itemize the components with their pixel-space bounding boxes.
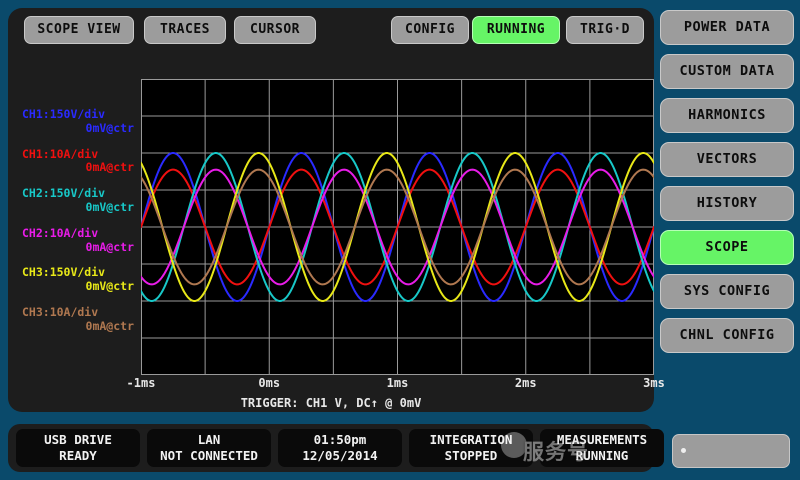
sidebar-item-sys-config[interactable]: SYS CONFIG bbox=[660, 274, 794, 309]
legend-center-label: 0mV@ctr bbox=[85, 279, 134, 294]
x-axis-tick-label: 2ms bbox=[514, 376, 537, 390]
sidebar-item-history[interactable]: HISTORY bbox=[660, 186, 794, 221]
sidebar-item-custom-data[interactable]: CUSTOM DATA bbox=[660, 54, 794, 89]
sidebar-item-label: VECTORS bbox=[696, 151, 758, 168]
legend-center-label: 0mA@ctr bbox=[85, 160, 134, 175]
x-axis-tick-label: 0ms bbox=[258, 376, 281, 390]
legend-scale-label: CH2:150V/div bbox=[22, 186, 106, 201]
status-cell-usb-drive[interactable]: USB DRIVE READY bbox=[16, 429, 140, 467]
legend-scale-label: CH2:10A/div bbox=[22, 225, 99, 240]
legend-center-label: 0mV@ctr bbox=[85, 120, 134, 135]
status-cell-lan[interactable]: LAN NOT CONNECTED bbox=[147, 429, 271, 467]
legend-scale-label: CH1:10A/div bbox=[22, 146, 99, 161]
toolbar-button-traces[interactable]: TRACES bbox=[144, 16, 226, 44]
toolbar-button-label: TRIG·D bbox=[580, 22, 630, 38]
legend-entry-ch1[interactable]: CH1:150V/div 0mV@ctr bbox=[20, 107, 138, 136]
blank-corner-button[interactable] bbox=[672, 434, 790, 468]
status-line-primary: MEASUREMENTS bbox=[556, 432, 648, 448]
status-line-primary: LAN bbox=[197, 432, 221, 448]
toolbar-button-cursor[interactable]: CURSOR bbox=[234, 16, 316, 44]
status-line-primary: INTEGRATION bbox=[429, 432, 513, 448]
toolbar-button-label: TRACES bbox=[160, 22, 210, 38]
sidebar-item-scope[interactable]: SCOPE bbox=[660, 230, 794, 265]
legend-center-label: 0mV@ctr bbox=[85, 199, 134, 214]
toolbar-button-running[interactable]: RUNNING bbox=[472, 16, 560, 44]
toolbar-button-label: CURSOR bbox=[250, 22, 300, 38]
toolbar-button-label: SCOPE VIEW bbox=[37, 22, 121, 38]
sidebar-item-power-data[interactable]: POWER DATA bbox=[660, 10, 794, 45]
legend-entry-ch2-v[interactable]: CH2:150V/div 0mV@ctr bbox=[20, 186, 138, 215]
sidebar-item-harmonics[interactable]: HARMONICS bbox=[660, 98, 794, 133]
toolbar-button-label: CONFIG bbox=[405, 22, 455, 38]
sidebar-item-label: POWER DATA bbox=[683, 19, 771, 36]
x-axis-tick-label: -1ms bbox=[126, 376, 156, 390]
sidebar-item-label: SYS CONFIG bbox=[683, 283, 771, 300]
channel-legend: CH1:150V/div 0mV@ctr CH1:10A/div 0mA@ctr CH2… bbox=[20, 107, 138, 346]
legend-entry-ch3-a[interactable]: CH3:10A/div 0mA@ctr bbox=[20, 304, 138, 334]
legend-entry-ch2-a[interactable]: CH2:10A/div 0mA@ctr bbox=[20, 225, 138, 255]
sidebar-item-chnl-config[interactable]: CHNL CONFIG bbox=[660, 318, 794, 353]
legend-scale-label: CH1:150V/div bbox=[22, 107, 106, 121]
waveform-plot[interactable] bbox=[141, 79, 654, 375]
legend-scale-label: CH3:150V/div bbox=[22, 265, 106, 280]
indicator-dot bbox=[681, 448, 686, 453]
status-line-primary: 01:50pm bbox=[313, 432, 367, 448]
sidebar-item-vectors[interactable]: VECTORS bbox=[660, 142, 794, 177]
sidebar-item-label: SCOPE bbox=[705, 239, 749, 256]
x-axis: -1ms 0ms 1ms 2ms 3ms bbox=[108, 376, 688, 396]
legend-center-label: 0mA@ctr bbox=[85, 239, 134, 254]
status-cell-measurements[interactable]: MEASUREMENTS RUNNING bbox=[540, 429, 664, 467]
sidebar-item-label: HARMONICS bbox=[688, 107, 766, 124]
legend-entry-ch1-a[interactable]: CH1:10A/div 0mA@ctr bbox=[20, 146, 138, 176]
status-bar: USB DRIVE READY LAN NOT CONNECTED 01:50pm 12/… bbox=[8, 424, 664, 472]
sidebar-item-label: CUSTOM DATA bbox=[679, 63, 775, 80]
status-line-secondary: READY bbox=[59, 448, 97, 463]
trigger-info: TRIGGER: CH1 V, DC↑ @ 0mV bbox=[240, 396, 422, 410]
legend-entry-ch3-v[interactable]: CH3:150V/div 0mV@ctr bbox=[20, 266, 138, 294]
top-toolbar: SCOPE VIEW TRACES CURSOR CONFIG RUNNING TRIG·… bbox=[8, 14, 654, 48]
legend-center-label: 0mA@ctr bbox=[85, 318, 134, 333]
main-panel: SCOPE VIEW TRACES CURSOR CONFIG RUNNING TRIG·… bbox=[8, 8, 665, 412]
status-line-secondary: NOT CONNECTED bbox=[160, 448, 258, 463]
status-cell-integration[interactable]: INTEGRATION STOPPED bbox=[409, 429, 533, 467]
toolbar-button-trig-d[interactable]: TRIG·D bbox=[566, 16, 644, 44]
legend-scale-label: CH3:10A/div bbox=[22, 304, 99, 319]
sidebar-item-label: CHNL CONFIG bbox=[679, 327, 775, 344]
sidebar-item-label: HISTORY bbox=[696, 195, 758, 212]
status-cell-01-50pm[interactable]: 01:50pm 12/05/2014 bbox=[278, 429, 402, 467]
right-sidebar: POWER DATA CUSTOM DATA HARMONICS VECTORS HIS… bbox=[660, 10, 794, 353]
toolbar-button-scope-view[interactable]: SCOPE VIEW bbox=[24, 16, 134, 44]
x-axis-tick-label: 1ms bbox=[386, 376, 409, 390]
status-line-secondary: STOPPED bbox=[444, 448, 498, 463]
status-line-secondary: 12/05/2014 bbox=[302, 448, 378, 463]
waveform-traces bbox=[141, 152, 654, 302]
status-line-primary: USB DRIVE bbox=[44, 432, 112, 448]
status-line-secondary: RUNNING bbox=[575, 448, 629, 463]
x-axis-tick-label: 3ms bbox=[643, 376, 665, 390]
toolbar-button-config[interactable]: CONFIG bbox=[391, 16, 469, 44]
toolbar-button-label: RUNNING bbox=[486, 22, 546, 38]
